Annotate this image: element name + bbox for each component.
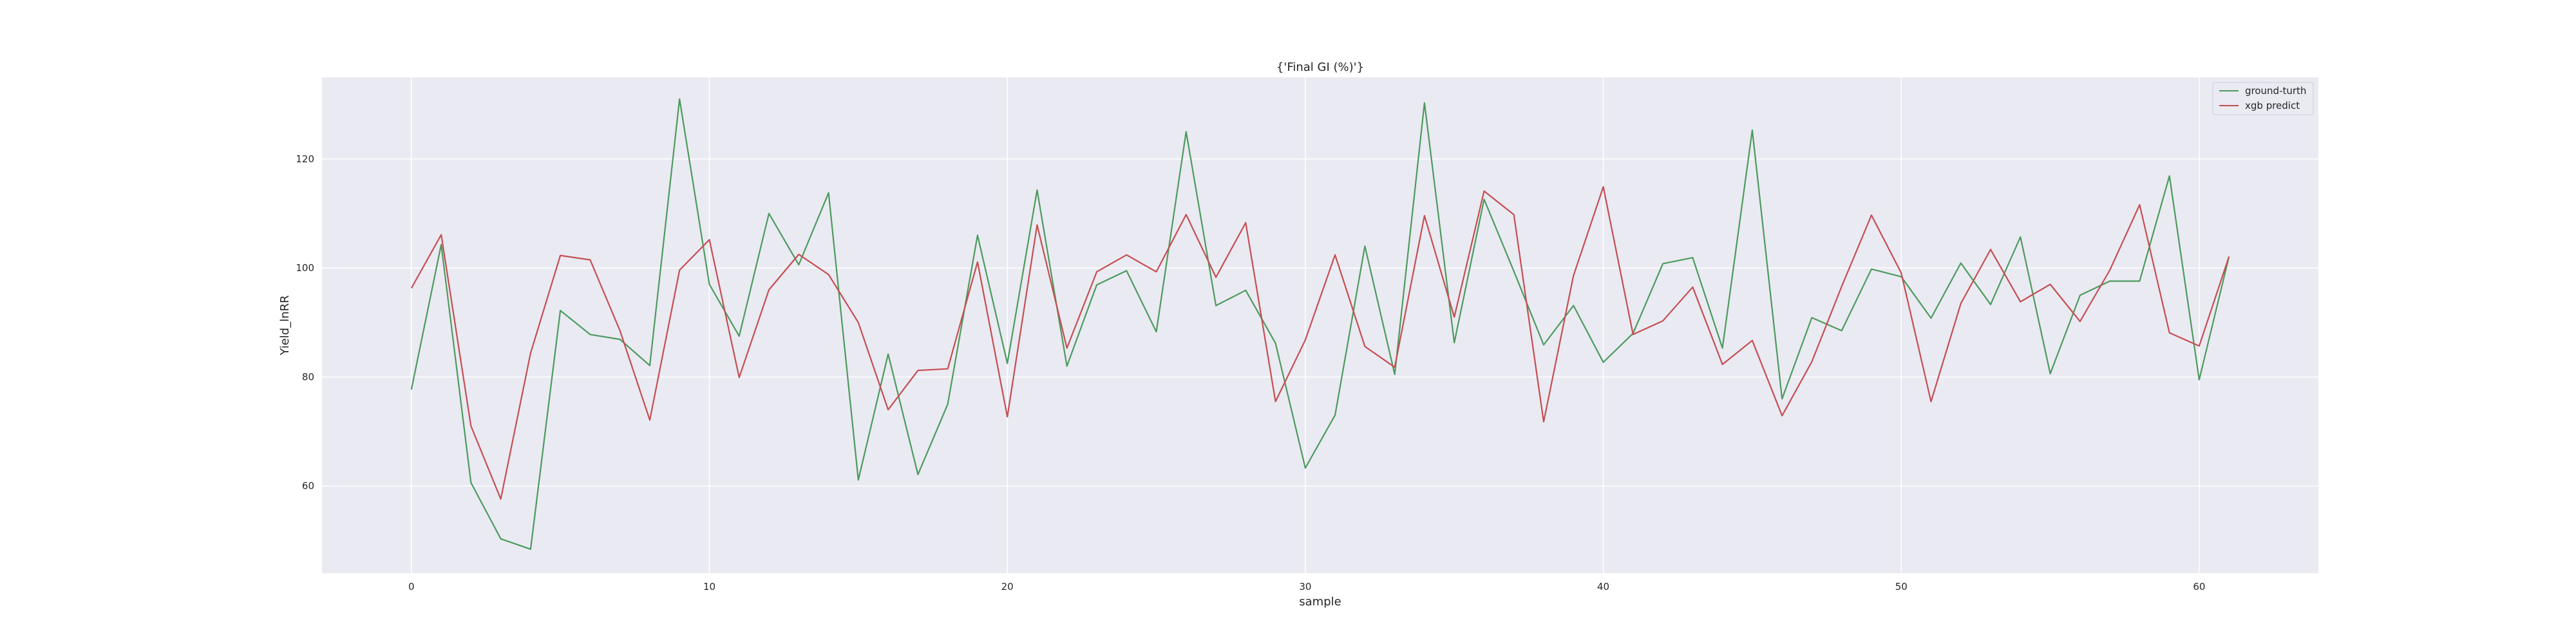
y-axis-label: Yield_lnRR [278, 295, 292, 355]
grid [322, 77, 2318, 573]
y-tick-label: 80 [302, 371, 314, 383]
tick-labels: 0 10 20 30 40 50 60 60 80 100 120 [296, 153, 2205, 592]
series-line-xgb-predict [410, 186, 2230, 500]
legend: ground-turth xgb predict [2212, 82, 2314, 115]
y-tick-label: 100 [296, 262, 314, 274]
x-tick-label: 40 [1597, 581, 1609, 592]
x-tick-label: 30 [1299, 581, 1311, 592]
series-line-ground-turth [410, 98, 2230, 550]
x-axis-label: sample [1299, 595, 1341, 609]
x-tick-label: 50 [1895, 581, 1908, 592]
x-tick-label: 60 [2193, 581, 2205, 592]
y-tick-label: 60 [302, 480, 314, 492]
y-tick-label: 120 [296, 153, 314, 165]
chart-title: {'Final GI (%)'} [1276, 61, 1364, 74]
x-tick-label: 20 [1001, 581, 1014, 592]
series-layer [410, 98, 2230, 550]
legend-ground-truth-label: ground-turth [2245, 85, 2306, 97]
x-tick-label: 10 [703, 581, 715, 592]
x-tick-label: 0 [408, 581, 415, 592]
legend-xgb-predict-label: xgb predict [2245, 100, 2300, 111]
plot-background [322, 77, 2318, 573]
